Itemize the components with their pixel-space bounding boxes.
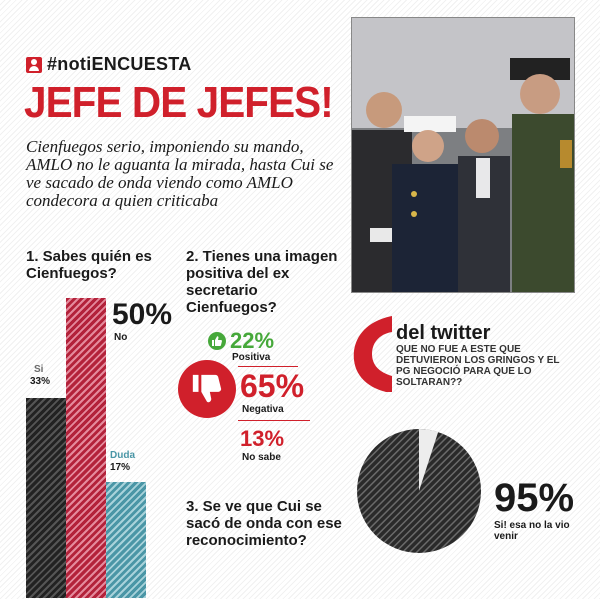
hashtag-text: #notiENCUESTA <box>47 54 192 74</box>
no-label: No <box>114 332 128 343</box>
hashtag: #notiENCUESTA <box>26 54 192 75</box>
divider-1 <box>238 366 298 367</box>
bar-duda <box>106 482 146 598</box>
no-pct: 50% <box>112 298 173 331</box>
nosabe-label: No sabe <box>242 452 281 463</box>
negativa-label: Negativa <box>242 404 284 415</box>
si-label: Si <box>34 364 44 375</box>
twitter-title: del twitter <box>396 322 491 344</box>
thumbs-down-icon <box>178 360 236 418</box>
negativa-pct: 65% <box>240 368 305 404</box>
q3-label: Si! esa no la vio venir <box>494 520 570 542</box>
q1-question: 1. Sabes quién es Cienfuegos? <box>26 248 152 282</box>
twitter-text: QUE NO FUE A ESTE QUE DETUVIERON LOS GRI… <box>396 344 560 388</box>
q2-question: 2. Tienes una imagen positiva del ex sec… <box>186 248 338 316</box>
description: Cienfuegos serio, imponiendo su mando, A… <box>26 137 334 210</box>
news-photo <box>352 18 574 292</box>
positiva-pct: 22% <box>230 328 275 353</box>
q3-question: 3. Se ve que Cui se sacó de onda con ese… <box>186 498 342 549</box>
bar-no <box>66 298 106 598</box>
headline: JEFE DE JEFES! <box>24 78 334 127</box>
nosabe-pct: 13% <box>240 426 285 451</box>
user-icon <box>26 56 42 73</box>
pie-chart <box>357 429 481 553</box>
duda-label: Duda <box>110 450 135 461</box>
divider-2 <box>238 420 310 421</box>
duda-pct: 17% <box>110 462 131 473</box>
q3-pct: 95% <box>494 476 575 520</box>
bar-si <box>26 398 66 598</box>
quote-icon <box>352 316 392 392</box>
photo-illustration <box>352 18 574 292</box>
pie-slice-other <box>419 429 439 491</box>
positiva-label: Positiva <box>232 352 271 363</box>
si-pct: 33% <box>30 376 51 387</box>
thumbs-up-icon <box>208 332 226 350</box>
